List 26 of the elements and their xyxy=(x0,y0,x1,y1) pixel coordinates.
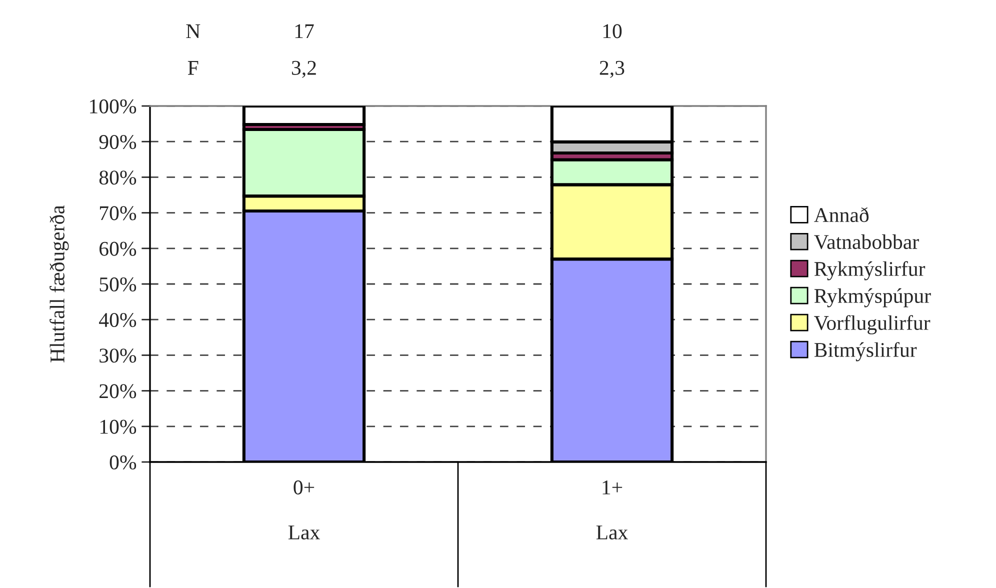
text: 10 xyxy=(603,24,622,38)
legend-label: Bitmýslirfur xyxy=(814,342,917,362)
text: N xyxy=(186,24,200,38)
category-label: 0+ Lax xyxy=(288,480,320,540)
y-tick-label: 70% xyxy=(100,206,136,220)
legend-label: Vorflugulirfur xyxy=(814,315,930,334)
text: F xyxy=(188,61,198,75)
y-tick-label: 50% xyxy=(100,277,136,292)
y-tick-label: 60% xyxy=(100,242,136,256)
y-axis-title: Hlutfall fæðugerða xyxy=(50,205,69,362)
text: 3,2 xyxy=(292,60,316,78)
text: 17 xyxy=(295,24,314,38)
category-label: 1+ Lax xyxy=(596,480,628,540)
legend-label: Rykmýspúpur xyxy=(814,288,931,308)
y-tick-label: 0% xyxy=(110,455,136,470)
y-tick-label: 10% xyxy=(100,420,136,434)
y-tick-label: 100% xyxy=(90,99,136,114)
text: 2,3 xyxy=(600,60,624,78)
y-tick-label: 20% xyxy=(100,384,136,398)
y-tick-label: 90% xyxy=(99,134,136,150)
y-tick-label: 40% xyxy=(99,312,136,328)
legend-label: Annað xyxy=(814,207,869,222)
legend-label: Vatnabobbar xyxy=(814,234,919,250)
legend-label: Rykmýslirfur xyxy=(814,261,926,280)
y-tick-label: 30% xyxy=(100,348,136,363)
y-tick-label: 80% xyxy=(99,170,136,185)
